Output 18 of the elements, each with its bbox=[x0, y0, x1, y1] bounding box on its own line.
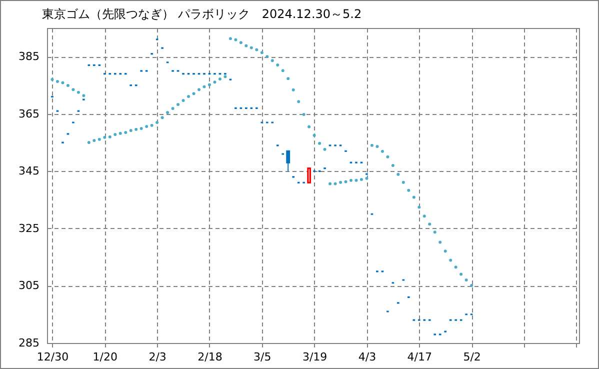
x-tick-label: 4/3 bbox=[358, 350, 376, 364]
x-tick-label: 4/17 bbox=[407, 350, 432, 364]
chart-title: 東京ゴム（先限つなぎ） パラボリック 2024.12.30～5.2 bbox=[42, 7, 362, 21]
x-tick-label: 1/20 bbox=[92, 350, 118, 364]
x-tick-label: 5/2 bbox=[463, 350, 481, 364]
y-tick-label: 365 bbox=[18, 107, 40, 120]
y-tick-label: 345 bbox=[18, 164, 40, 178]
candlestick bbox=[307, 168, 312, 184]
y-tick-label: 285 bbox=[18, 336, 40, 350]
y-tick-label: 305 bbox=[18, 279, 40, 292]
y-tick-label: 325 bbox=[18, 222, 40, 235]
x-tick-label: 2/3 bbox=[148, 350, 166, 364]
x-tick-label: 2/18 bbox=[198, 350, 222, 364]
x-tick-label: 3/19 bbox=[302, 350, 328, 364]
y-tick-label: 385 bbox=[18, 50, 40, 64]
x-tick-label: 3/5 bbox=[254, 350, 272, 364]
candlestick bbox=[286, 150, 290, 172]
x-tick-label: 12/30 bbox=[36, 350, 69, 364]
